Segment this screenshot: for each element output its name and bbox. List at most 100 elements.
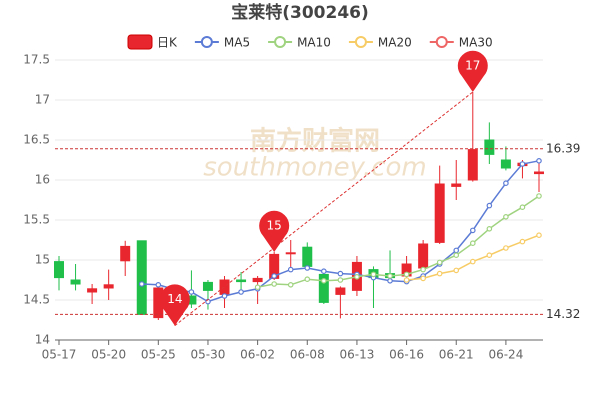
y-tick-label: 15.5 [23, 213, 50, 227]
pin [457, 50, 488, 92]
ma-point [271, 281, 277, 287]
ma-point [304, 265, 311, 271]
y-tick-label: 14 [35, 333, 50, 347]
ma-point [519, 204, 526, 211]
candle-body [70, 279, 81, 285]
ma-point [403, 271, 410, 278]
watermark: southmoney.com [203, 153, 426, 183]
ma-point [138, 281, 145, 287]
candle-body [451, 183, 462, 187]
candle-body [418, 243, 429, 269]
level-label: 16.39 [546, 141, 580, 155]
x-tick-label: 06-16 [389, 348, 424, 362]
ma-point [337, 277, 344, 283]
candle-body [202, 281, 213, 291]
candle-body [434, 183, 445, 243]
x-tick-label: 05-17 [42, 348, 77, 362]
candle-body [302, 246, 313, 267]
legend-label: MA5 [224, 36, 250, 50]
legend-icon [274, 36, 287, 48]
ma-point [469, 258, 476, 265]
candle-body [136, 240, 147, 315]
ma-point [337, 270, 344, 277]
ma-point [453, 247, 460, 254]
ma-point [503, 245, 509, 251]
candle-body [484, 139, 495, 155]
ma-point [486, 226, 493, 232]
legend-icon [200, 36, 213, 48]
ma-point [519, 161, 526, 167]
y-tick-label: 16.5 [23, 133, 50, 147]
pin-label: 17 [465, 59, 480, 73]
candle-body [120, 245, 131, 262]
x-tick-label: 06-08 [290, 348, 325, 362]
ma-point [420, 266, 426, 273]
ma-point [155, 281, 162, 288]
ma-point [254, 284, 261, 291]
pin [159, 284, 190, 326]
candle-body [534, 171, 544, 175]
pin-label: 15 [267, 219, 282, 233]
trend-line [174, 91, 474, 326]
ma-point [486, 252, 493, 259]
x-tick-label: 06-02 [240, 348, 275, 362]
ma-point [503, 180, 509, 187]
x-tick-label: 06-24 [488, 348, 523, 362]
ma-point [469, 227, 476, 234]
ma-point [238, 289, 244, 295]
ma-point [321, 277, 327, 284]
x-tick-label: 05-20 [91, 348, 126, 362]
legend-label: MA30 [459, 36, 493, 50]
x-tick-label: 06-13 [339, 348, 374, 362]
level-label: 14.32 [546, 307, 580, 321]
ma-point [469, 240, 476, 247]
ma-point [387, 273, 393, 279]
ma-point [221, 293, 228, 299]
candle-body [252, 277, 263, 283]
candle-body [285, 252, 296, 255]
y-tick-label: 17.5 [23, 53, 50, 67]
ma-point [403, 277, 410, 283]
candle-body [103, 284, 114, 289]
ma-point [287, 266, 294, 273]
ma-point [536, 193, 542, 199]
y-tick-label: 15 [35, 253, 50, 267]
candle-body [318, 273, 329, 303]
y-tick-label: 17 [35, 93, 50, 107]
ma-point [387, 277, 393, 284]
ma-point [370, 271, 377, 278]
ma-point [304, 276, 311, 283]
candle-body [87, 288, 98, 293]
y-tick-label: 16 [35, 173, 50, 187]
ma-point [486, 202, 493, 209]
pin [259, 210, 290, 252]
legend-label: 日K [157, 36, 178, 50]
ma-point [188, 289, 195, 295]
ma-point [453, 267, 460, 274]
ma-point [287, 281, 294, 288]
x-tick-label: 05-30 [191, 348, 226, 362]
y-tick-label: 14.5 [23, 293, 50, 307]
ma-point [436, 259, 443, 266]
candle-body [500, 159, 511, 169]
ma-point [453, 252, 460, 259]
ma-line [257, 195, 540, 288]
legend-label: MA10 [297, 36, 331, 50]
legend-icon [435, 36, 448, 48]
legend-label: MA20 [378, 36, 412, 50]
legend-icon [354, 36, 367, 48]
x-tick-label: 06-21 [439, 348, 474, 362]
ma-point [321, 268, 327, 275]
legend-icon [127, 34, 153, 50]
ma-point [503, 214, 509, 220]
ma-point [420, 275, 426, 282]
candle-body [467, 149, 478, 181]
candle-body [335, 287, 346, 295]
candle-body [54, 261, 64, 279]
ma-point [271, 273, 277, 279]
ma-point [436, 270, 443, 277]
ma-point [536, 232, 542, 239]
watermark: 南方财富网 [250, 126, 380, 157]
candle-body [236, 279, 247, 283]
